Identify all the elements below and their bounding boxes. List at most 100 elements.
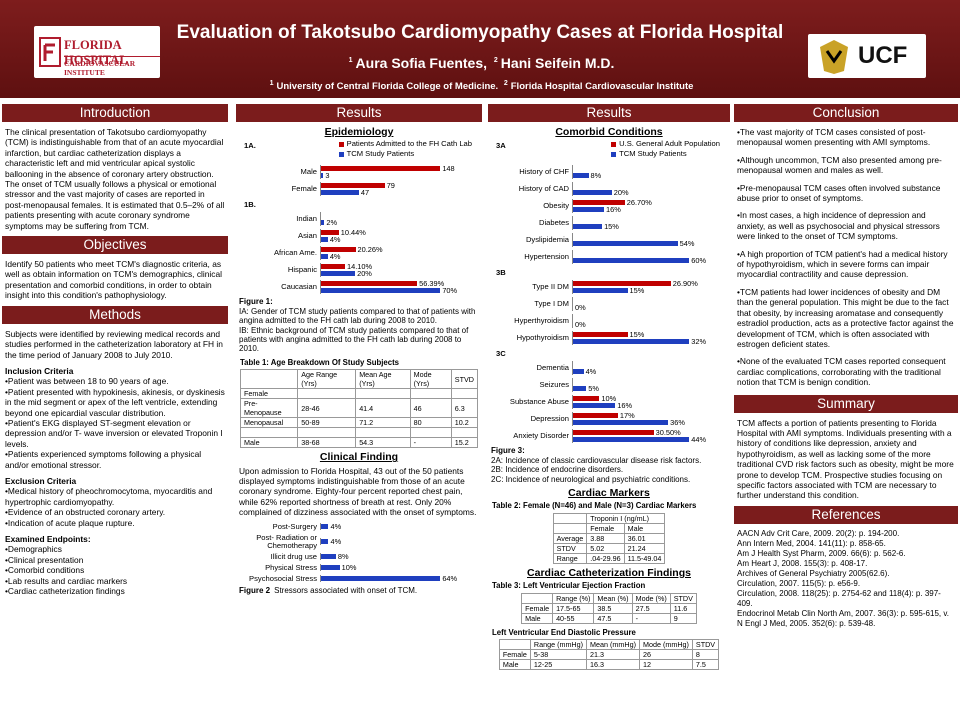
- table-row: Female: [239, 388, 479, 400]
- legend-swatch: [611, 141, 617, 147]
- table-cell: 41.4: [355, 398, 411, 419]
- logo-sub: CARDIOVASCULAR INSTITUTE: [64, 56, 160, 77]
- table-cell: 21.24: [623, 542, 666, 554]
- table-cell: Average: [552, 532, 588, 544]
- value-label: 8%: [337, 551, 349, 561]
- value-label: 0%: [575, 319, 586, 329]
- table: Troponin I (ng/mL) Female Male Average 3.88 3…: [552, 512, 666, 564]
- bar: [321, 254, 328, 260]
- category-label: Hypertension: [524, 252, 569, 262]
- value-label: 5%: [588, 383, 599, 393]
- category-label: Obesity: [543, 201, 569, 211]
- list-item: •Comorbid conditions: [5, 565, 85, 576]
- table-cell: STDV: [669, 592, 697, 604]
- chart-label: 1A.: [244, 141, 256, 151]
- category-row: Type I DM 0%: [492, 297, 726, 312]
- table-cell: Pre-Menopause: [239, 398, 299, 419]
- bar-line: 10.44%: [321, 228, 478, 236]
- bar: [321, 220, 325, 226]
- bar-line: 16%: [573, 204, 726, 214]
- bar: [573, 200, 625, 206]
- table: Range (%) Mean (%) Mode (%) STDV Female 17.5-…: [521, 592, 697, 624]
- reference: Am J Health Syst Pharm, 2009. 66(6): p. …: [737, 548, 906, 558]
- category-label: Indian: [296, 214, 317, 224]
- bar: [573, 413, 618, 419]
- table-row: Female 5-38 21.3 26 8: [498, 649, 720, 661]
- bar-group: 26.90% 15%: [572, 279, 726, 295]
- logo-emblem: [820, 40, 848, 74]
- category-label: Diabetes: [539, 218, 569, 228]
- table-row: Female 17.5-65 38.5 27.5 11.6: [521, 602, 697, 614]
- table-cell: 10.2: [450, 417, 479, 429]
- value-label: 16%: [606, 204, 621, 214]
- reference: Am Heart J, 2008. 155(3): p. 408-17.: [737, 558, 868, 568]
- value-label: 20%: [613, 187, 629, 197]
- reference: Endocrinol Metab Clin North Am, 2007. 36…: [737, 608, 949, 618]
- list-item: •Patients experienced symptoms following…: [5, 449, 202, 470]
- table-cell: [450, 427, 479, 439]
- table-row: Female Male: [552, 522, 666, 534]
- bar-line: 5%: [573, 383, 726, 393]
- table-cell: [450, 388, 479, 400]
- bar-line: 4%: [321, 537, 478, 545]
- bar-line: 8%: [573, 171, 726, 179]
- bar: [321, 539, 329, 545]
- bar: [321, 247, 356, 253]
- value-label: 32%: [691, 336, 707, 346]
- category-row: Hypothyroidism 15% 32%: [492, 329, 726, 346]
- header: FLORIDA HOSPITAL CARDIOVASCULAR INSTITUT…: [0, 0, 960, 98]
- category-label: Dyslipidemia: [525, 235, 569, 245]
- table-cell: 47.5: [593, 612, 633, 624]
- caption-line: 2C: Incidence of neurological and psychi…: [491, 474, 691, 484]
- category-label: Physical Stress: [265, 562, 317, 572]
- value-label: 14.10%: [347, 261, 373, 271]
- caption: Figure 2 Stressors associated with onset …: [239, 586, 479, 595]
- value-label: 4%: [330, 521, 342, 531]
- category-label: Asian: [298, 231, 317, 241]
- value-label: 70%: [442, 285, 458, 295]
- table-cell: STDV: [552, 542, 588, 554]
- chart: 1A. Patients Admitted to the FH Cath Lab T…: [240, 139, 478, 197]
- table-cell: Age Range (Yrs): [297, 369, 357, 390]
- category-label: History of CHF: [519, 167, 569, 177]
- table-cell: 17.5-65: [552, 602, 595, 614]
- section-banner: Conclusion: [734, 104, 958, 122]
- table-cell: STVD: [450, 369, 479, 390]
- superscript: 1: [348, 57, 353, 65]
- table-cell: 80: [409, 417, 452, 429]
- bar-group: 10%: [320, 563, 478, 572]
- bar: [321, 554, 336, 560]
- caption-line: 2B: Incidence of endocrine disorders.: [491, 465, 624, 475]
- bar-line: [573, 297, 726, 304]
- bar: [321, 166, 441, 172]
- conclusion-point: •Although uncommon, TCM also presented a…: [737, 154, 942, 176]
- bar-line: 70%: [321, 285, 478, 295]
- bar: [321, 565, 340, 571]
- category-label: Female: [291, 184, 317, 194]
- table-row: [239, 427, 479, 439]
- bar: [573, 332, 628, 338]
- value-label: 15%: [629, 329, 645, 339]
- authors: 1 Aura Sofia Fuentes, 2 Hani Seifein M.D.: [170, 55, 790, 71]
- category-label: Illicit drug use: [270, 551, 317, 561]
- bar-group: 26.70% 16%: [572, 198, 726, 214]
- bar-group: 54%: [572, 233, 726, 248]
- legend-label: Patients Admitted to the FH Cath Lab: [346, 139, 472, 149]
- bar-line: 10%: [321, 563, 478, 571]
- category-row: African Ame. 20.26% 4%: [240, 245, 478, 261]
- category-row: Psychosocial Stress 64%: [240, 574, 478, 583]
- category-row: Male 148 3: [240, 164, 478, 180]
- chart-label: 3A: [496, 141, 506, 151]
- bar: [573, 396, 600, 402]
- bar-line: 0%: [573, 319, 726, 329]
- table-cell: Range: [552, 552, 588, 564]
- table-cell: 3.88: [586, 532, 625, 544]
- value-label: 2%: [326, 217, 338, 227]
- chart-label: 1B.: [244, 200, 256, 210]
- table-cell: 7.5: [691, 659, 720, 671]
- bar: [321, 230, 339, 236]
- category-label: Post-Surgery: [272, 521, 317, 531]
- heading: Clinical Finding: [319, 451, 399, 464]
- value-label: 79: [386, 180, 395, 190]
